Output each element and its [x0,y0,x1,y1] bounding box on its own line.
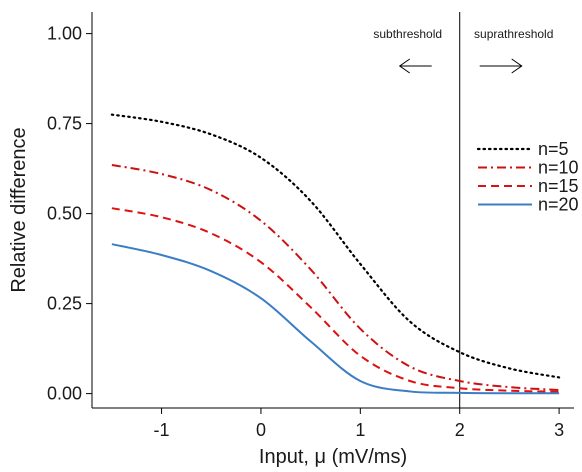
y-tick-label: 0.75 [47,114,82,134]
left-arrow-icon [398,58,432,74]
x-tick-label: 2 [455,420,465,440]
x-tick-label: 3 [554,420,564,440]
series-line-n-15 [111,207,560,393]
x-tick-label: 0 [256,420,266,440]
legend-item: n=5 [476,139,569,159]
series-line-n-10 [111,164,560,391]
x-tick-label: -1 [154,420,170,440]
legend-item: n=15 [478,176,579,196]
y-axis-ticks: 0.00 0.25 0.50 0.75 1.00 [47,24,92,404]
legend-label: n=5 [538,139,569,159]
legend-item: n=20 [478,195,579,215]
subthreshold-label: subthreshold [373,27,442,41]
series-line-n-5 [110,113,561,379]
legend-label: n=10 [538,158,579,178]
legend-item: n=10 [478,158,579,178]
right-arrow-icon [479,58,523,74]
legend-label: n=20 [538,195,579,215]
legend: n=5n=10n=15n=20 [476,139,579,215]
series-line-n-20 [111,243,560,395]
y-tick-label: 0.25 [47,294,82,314]
axes [91,12,574,409]
x-axis-title: Input, μ (mV/ms) [259,446,407,468]
x-tick-label: 1 [355,420,365,440]
x-axis-ticks: -1 0 1 2 3 [154,408,564,440]
suprathreshold-label: suprathreshold [474,27,553,41]
y-tick-label: 1.00 [47,24,82,44]
annotations: subthreshold suprathreshold [373,27,553,74]
y-axis-title: Relative difference [8,127,30,292]
y-tick-label: 0.50 [47,204,82,224]
legend-label: n=15 [538,176,579,196]
y-tick-label: 0.00 [47,384,82,404]
series-lines [110,113,561,395]
